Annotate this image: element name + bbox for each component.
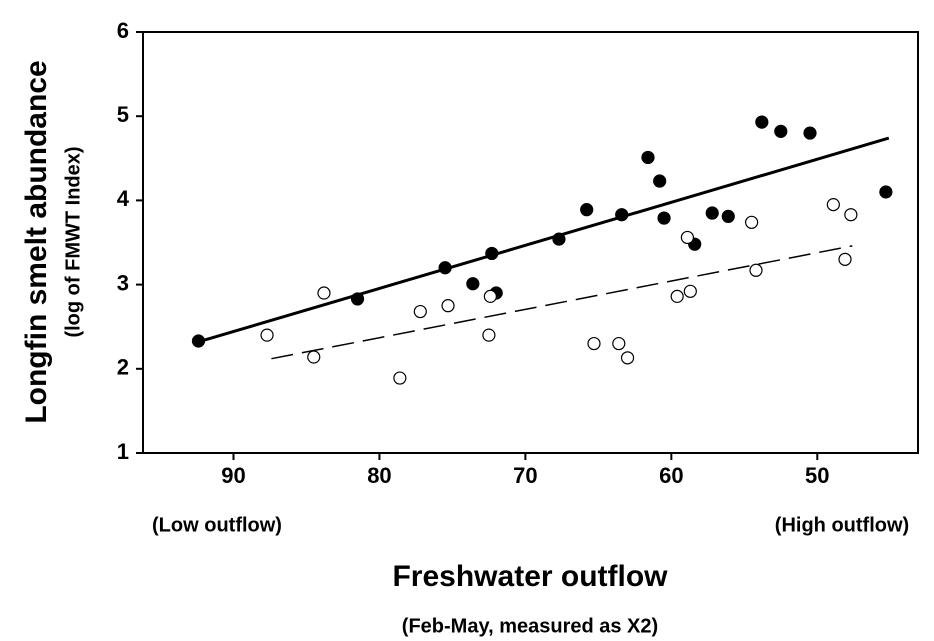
x-tick-label: 90 bbox=[221, 463, 245, 488]
data-point bbox=[620, 351, 635, 365]
data-point bbox=[683, 284, 697, 298]
y-tick-label: 2 bbox=[117, 355, 129, 380]
y-tick-label: 5 bbox=[117, 102, 129, 127]
data-point bbox=[670, 289, 684, 303]
y-tick-label: 6 bbox=[117, 18, 129, 43]
data-point bbox=[755, 115, 769, 129]
x-tick-label: 50 bbox=[805, 463, 829, 488]
data-point bbox=[260, 328, 274, 342]
data-point bbox=[580, 203, 594, 217]
data-point bbox=[680, 230, 694, 245]
data-point bbox=[350, 292, 365, 306]
data-point bbox=[482, 328, 496, 342]
trend-line bbox=[198, 136, 890, 344]
data-point bbox=[721, 209, 735, 223]
plot-frame bbox=[142, 31, 919, 454]
data-point bbox=[191, 334, 206, 348]
x-tick-label: 60 bbox=[659, 463, 683, 488]
data-point bbox=[552, 232, 566, 246]
data-point bbox=[705, 206, 719, 220]
data-point bbox=[393, 371, 407, 385]
y-tick-label: 4 bbox=[117, 186, 130, 211]
x-tick-label: 80 bbox=[367, 463, 391, 488]
data-point bbox=[317, 286, 331, 300]
y-axis-sublabel: (log of FMWT Index) bbox=[62, 146, 84, 337]
data-point bbox=[466, 277, 480, 291]
annotation: (Low outflow) bbox=[152, 514, 282, 536]
data-point bbox=[587, 336, 601, 351]
y-axis-label: Longfin smelt abundance bbox=[20, 60, 53, 423]
data-point bbox=[838, 252, 852, 266]
data-point bbox=[307, 350, 321, 364]
data-point bbox=[749, 263, 763, 277]
data-point bbox=[483, 289, 497, 303]
x-axis-label: Freshwater outflow bbox=[392, 560, 668, 593]
trend-line bbox=[271, 245, 853, 360]
data-point bbox=[441, 299, 455, 313]
data-point bbox=[438, 261, 452, 275]
y-tick-label: 3 bbox=[117, 270, 129, 295]
data-point bbox=[774, 124, 788, 138]
data-point bbox=[879, 185, 893, 199]
data-point bbox=[653, 174, 667, 188]
data-point bbox=[657, 211, 671, 225]
data-point bbox=[413, 304, 427, 319]
data-point bbox=[615, 208, 629, 222]
x-axis-sublabel: (Feb-May, measured as X2) bbox=[402, 615, 658, 637]
data-point bbox=[485, 246, 499, 261]
annotation: (High outflow) bbox=[775, 514, 909, 536]
y-tick-label: 1 bbox=[117, 439, 129, 464]
x-tick-label: 70 bbox=[513, 463, 537, 488]
data-point bbox=[844, 208, 858, 222]
data-point bbox=[641, 150, 655, 165]
data-point bbox=[612, 336, 626, 351]
data-point bbox=[803, 126, 817, 140]
data-point bbox=[826, 198, 840, 212]
data-point bbox=[745, 215, 759, 229]
